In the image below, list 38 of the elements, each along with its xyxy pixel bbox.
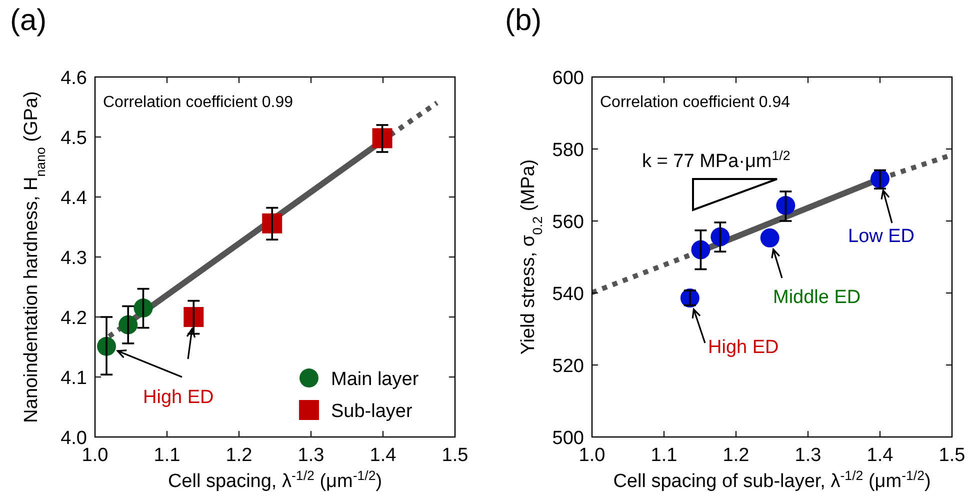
point <box>760 228 780 248</box>
annotation: k = 77 MPa·μm$^{1/2}$ <box>642 148 790 172</box>
y-tick-label: 540 <box>552 284 584 305</box>
x-axis-title: Cell spacing, λ$^{-1/2}$ (μm$^{-1/2}$) <box>168 468 382 492</box>
x-tick-label: 1.1 <box>154 445 180 466</box>
y-tick-label: 4.1 <box>60 368 87 389</box>
x-tick-label: 1.4 <box>370 445 397 466</box>
legend-label: Main layer <box>331 369 420 390</box>
x-tick-label: 1.2 <box>722 445 750 466</box>
annotation: High ED <box>708 337 779 358</box>
chart-title: (b) <box>505 4 542 37</box>
y-tick-label: 520 <box>552 356 584 377</box>
y-tick-label: 560 <box>552 212 584 233</box>
x-tick-label: 1.4 <box>866 445 894 466</box>
legend-label: Sub-layer <box>331 401 413 422</box>
annotation: Correlation coefficient 0.99 <box>103 94 294 111</box>
y-tick-label: 600 <box>552 68 584 89</box>
x-tick-label: 1.5 <box>938 445 966 466</box>
y-tick-label: 4.2 <box>60 308 87 329</box>
annotation: Correlation coefficient 0.94 <box>600 94 790 111</box>
x-tick-label: 1.1 <box>650 445 678 466</box>
x-tick-label: 1.3 <box>298 445 324 466</box>
chart-title: (a) <box>10 4 47 37</box>
point <box>262 213 282 234</box>
y-tick-label: 580 <box>552 140 584 161</box>
point <box>372 128 392 148</box>
annotation: High ED <box>143 387 214 408</box>
x-tick-label: 1.5 <box>442 445 468 466</box>
x-axis-title: Cell spacing of sub-layer, λ$^{-1/2}$ (μm$^{-1/2}$) <box>613 468 931 492</box>
y-tick-label: 4.6 <box>60 68 87 89</box>
y-tick-label: 4.3 <box>60 248 87 269</box>
y-tick-label: 4.5 <box>60 128 87 149</box>
annotation: Middle ED <box>773 287 861 308</box>
x-tick-label: 1.2 <box>226 445 252 466</box>
annotation: Low ED <box>848 226 915 247</box>
y-tick-label: 4.4 <box>60 188 88 209</box>
x-tick-label: 1.3 <box>794 445 822 466</box>
point <box>184 307 204 327</box>
